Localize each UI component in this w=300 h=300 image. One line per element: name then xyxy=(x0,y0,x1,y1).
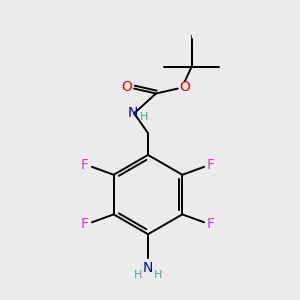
Text: N: N xyxy=(143,261,153,275)
Text: F: F xyxy=(207,158,215,172)
Text: H: H xyxy=(154,270,162,280)
Text: F: F xyxy=(81,158,89,172)
Text: O: O xyxy=(121,80,132,94)
Text: |: | xyxy=(190,34,193,43)
Text: H: H xyxy=(134,270,142,280)
Text: F: F xyxy=(81,217,89,231)
Text: O: O xyxy=(179,80,190,94)
Text: F: F xyxy=(207,217,215,231)
Text: H: H xyxy=(140,112,148,122)
Text: N: N xyxy=(128,106,138,120)
